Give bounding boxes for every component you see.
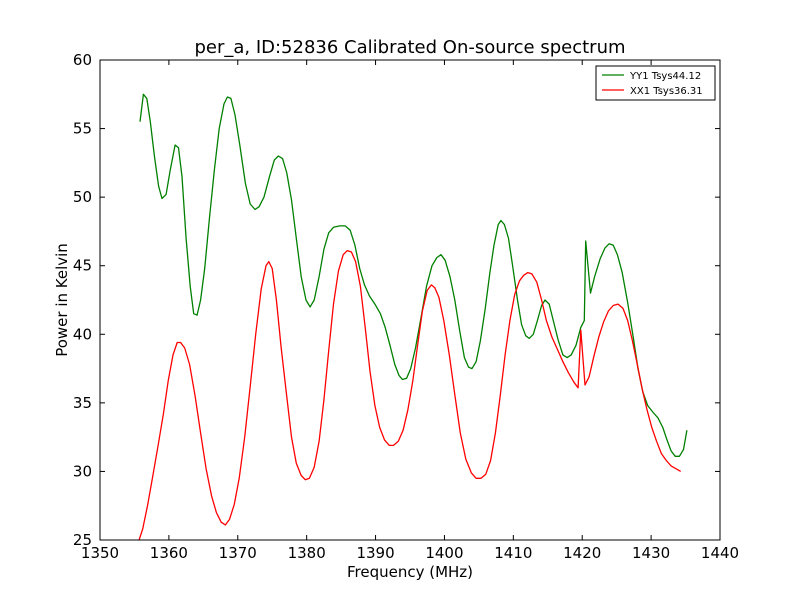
y-tick-label: 55 — [73, 120, 92, 138]
chart-title: per_a, ID:52836 Calibrated On-source spe… — [194, 37, 625, 58]
x-tick-label: 1350 — [81, 544, 119, 562]
x-tick-label: 1430 — [632, 544, 670, 562]
plot-area — [99, 59, 721, 541]
x-tick-label: 1360 — [150, 544, 188, 562]
y-axis: 25 30 35 40 45 50 55 60 — [73, 51, 720, 549]
legend: YY1 Tsys44.12 XX1 Tsys36.31 — [595, 65, 716, 101]
y-tick-label: 30 — [73, 462, 92, 480]
y-tick-label: 25 — [73, 531, 92, 549]
plot-frame — [99, 59, 721, 541]
x-tick-label: 1390 — [356, 544, 394, 562]
series-line-1 — [138, 249, 682, 540]
y-axis-label: Power in Kelvin — [53, 243, 71, 357]
legend-label-0: YY1 Tsys44.12 — [629, 71, 701, 82]
x-tick-label: 1370 — [219, 544, 257, 562]
x-tick-label: 1410 — [494, 544, 532, 562]
x-tick-label: 1440 — [701, 544, 739, 562]
x-tick-label: 1380 — [288, 544, 326, 562]
x-tick-label: 1400 — [425, 544, 463, 562]
y-tick-label: 50 — [73, 188, 92, 206]
x-axis: 1350 1360 1370 1380 1390 1400 1410 1420 1430 1440 — [81, 60, 739, 562]
y-tick-label: 60 — [73, 51, 92, 69]
x-tick-label: 1420 — [563, 544, 601, 562]
y-tick-label: 35 — [73, 394, 92, 412]
legend-box — [595, 65, 716, 101]
y-tick-label: 40 — [73, 325, 92, 343]
series-line-0 — [139, 93, 688, 457]
legend-label-1: XX1 Tsys36.31 — [630, 86, 703, 97]
x-axis-label: Frequency (MHz) — [347, 563, 473, 581]
y-tick-label: 45 — [73, 257, 92, 275]
